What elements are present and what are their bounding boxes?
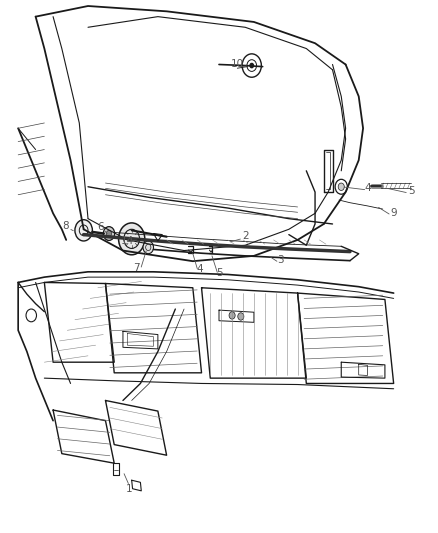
Text: 3: 3 (277, 255, 283, 265)
Circle shape (106, 230, 112, 237)
Text: 2: 2 (242, 231, 248, 241)
Circle shape (75, 220, 92, 241)
Circle shape (143, 241, 153, 254)
Circle shape (250, 63, 254, 68)
Text: 14: 14 (121, 236, 134, 246)
Text: 5: 5 (216, 268, 223, 278)
Text: 5: 5 (408, 186, 414, 196)
Circle shape (238, 313, 244, 320)
Circle shape (229, 312, 235, 319)
Text: 1: 1 (126, 484, 133, 494)
Text: 4: 4 (364, 183, 371, 193)
Text: 4: 4 (196, 264, 203, 274)
Text: 9: 9 (390, 208, 397, 219)
Circle shape (338, 183, 344, 190)
Text: 10: 10 (231, 60, 244, 69)
Text: 6: 6 (97, 222, 103, 232)
Text: 8: 8 (62, 221, 69, 231)
Circle shape (103, 227, 115, 240)
Circle shape (119, 223, 145, 255)
Text: 7: 7 (133, 263, 139, 272)
